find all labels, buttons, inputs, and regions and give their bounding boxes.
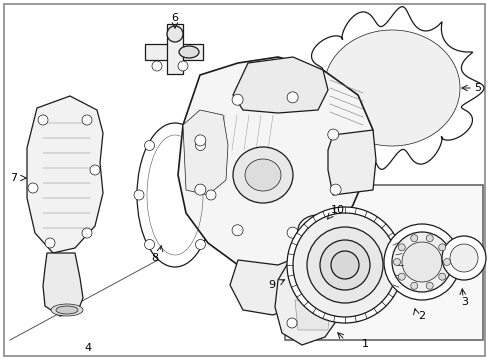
Polygon shape — [43, 253, 83, 316]
Circle shape — [286, 227, 298, 238]
Polygon shape — [183, 110, 227, 195]
Polygon shape — [167, 24, 183, 74]
Ellipse shape — [137, 123, 213, 267]
Circle shape — [152, 61, 162, 71]
Circle shape — [443, 258, 449, 266]
Circle shape — [397, 244, 405, 251]
Circle shape — [195, 140, 205, 150]
Circle shape — [82, 115, 92, 125]
Circle shape — [426, 235, 432, 242]
Circle shape — [329, 184, 341, 195]
Polygon shape — [178, 57, 372, 270]
Circle shape — [286, 207, 402, 323]
Text: 5: 5 — [473, 83, 481, 93]
Polygon shape — [274, 255, 345, 345]
Polygon shape — [327, 130, 375, 195]
Ellipse shape — [179, 46, 199, 58]
Circle shape — [45, 238, 55, 248]
Polygon shape — [27, 96, 103, 253]
Text: 10: 10 — [330, 205, 345, 215]
Circle shape — [232, 225, 243, 236]
Text: 6: 6 — [171, 13, 178, 23]
Circle shape — [391, 232, 451, 292]
Text: 4: 4 — [84, 343, 91, 353]
Polygon shape — [294, 300, 329, 330]
Ellipse shape — [297, 215, 337, 245]
Text: 1: 1 — [361, 339, 368, 349]
Circle shape — [401, 242, 441, 282]
Circle shape — [167, 26, 183, 42]
Circle shape — [438, 273, 445, 280]
Circle shape — [286, 318, 296, 328]
Circle shape — [205, 190, 216, 200]
Circle shape — [195, 239, 205, 249]
Circle shape — [410, 235, 417, 242]
Polygon shape — [145, 44, 203, 60]
FancyBboxPatch shape — [285, 185, 482, 340]
Circle shape — [28, 183, 38, 193]
Circle shape — [286, 92, 298, 103]
Circle shape — [306, 227, 382, 303]
Ellipse shape — [56, 306, 78, 314]
Circle shape — [178, 61, 187, 71]
Circle shape — [441, 236, 485, 280]
Circle shape — [327, 129, 338, 140]
Polygon shape — [300, 7, 483, 169]
Polygon shape — [232, 57, 327, 113]
Circle shape — [38, 115, 48, 125]
Circle shape — [426, 282, 432, 289]
Circle shape — [90, 165, 100, 175]
Circle shape — [438, 244, 445, 251]
Circle shape — [232, 94, 243, 105]
Circle shape — [194, 135, 205, 146]
Circle shape — [449, 244, 477, 272]
Text: 7: 7 — [10, 173, 18, 183]
Circle shape — [292, 213, 396, 317]
Circle shape — [319, 240, 369, 290]
Circle shape — [82, 228, 92, 238]
Polygon shape — [324, 30, 459, 146]
Polygon shape — [229, 255, 307, 315]
Text: 3: 3 — [461, 297, 468, 307]
Text: 9: 9 — [268, 280, 275, 290]
Ellipse shape — [232, 147, 292, 203]
Circle shape — [397, 273, 405, 280]
Ellipse shape — [244, 159, 281, 191]
Circle shape — [383, 224, 459, 300]
Ellipse shape — [301, 258, 328, 272]
Circle shape — [134, 190, 143, 200]
Text: 8: 8 — [151, 253, 158, 263]
FancyBboxPatch shape — [4, 4, 484, 356]
Ellipse shape — [51, 304, 83, 316]
Circle shape — [144, 140, 154, 150]
Text: 2: 2 — [418, 311, 425, 321]
Circle shape — [410, 282, 417, 289]
Circle shape — [194, 184, 205, 195]
Circle shape — [393, 258, 400, 266]
Circle shape — [330, 251, 358, 279]
Ellipse shape — [294, 255, 334, 275]
Circle shape — [144, 239, 154, 249]
